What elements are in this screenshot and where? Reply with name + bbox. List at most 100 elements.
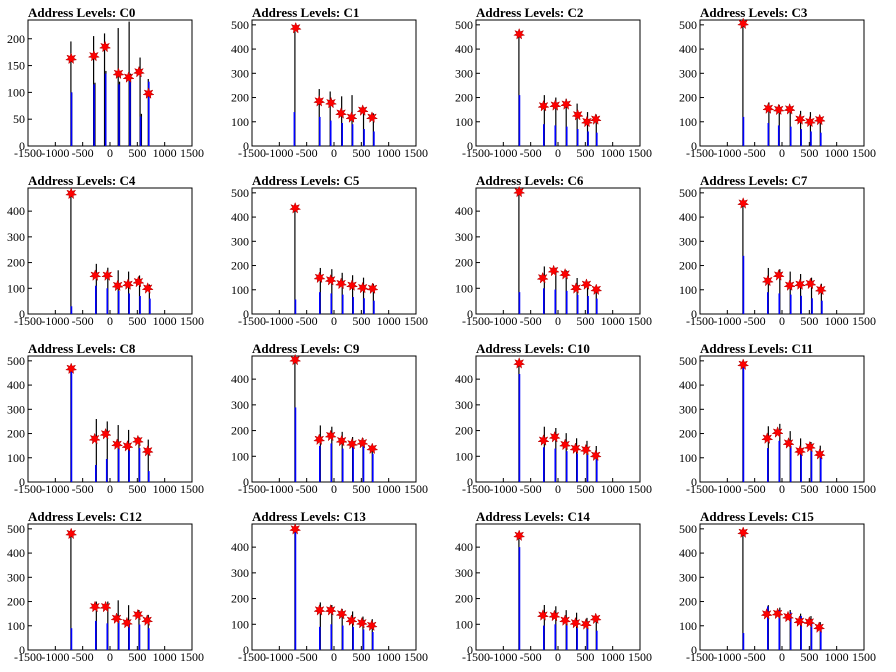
y-tick-label: 300 xyxy=(679,570,697,584)
x-tick-label: -1000 xyxy=(713,482,741,496)
chart-title: Address Levels: C7 xyxy=(700,173,808,188)
y-tick-label: 400 xyxy=(231,210,249,224)
x-tick-label: 500 xyxy=(128,482,146,496)
y-tick-label: 300 xyxy=(679,66,697,80)
chart-title: Address Levels: C9 xyxy=(252,341,360,356)
chart-panel: Address Levels: C13 -1500 -1000 -500 0 500 100… xyxy=(224,504,448,672)
x-tick-label: 1000 xyxy=(377,146,401,160)
x-tick-label: -1500 xyxy=(686,146,714,160)
x-tick-label: 500 xyxy=(352,650,370,664)
y-tick-label: 400 xyxy=(7,378,25,392)
y-tick-label: 0 xyxy=(467,643,473,657)
x-tick-label: 0 xyxy=(779,146,785,160)
y-tick-label: 300 xyxy=(231,566,249,580)
x-tick-label: 1500 xyxy=(628,314,652,328)
peak-marker xyxy=(737,197,750,209)
peak-marker xyxy=(324,96,338,109)
chart-svg: Address Levels: C14 -1500 -1000 -500 0 500 100… xyxy=(455,509,652,664)
peak-marker xyxy=(313,433,326,446)
peak-marker xyxy=(132,65,146,78)
x-tick-label: 500 xyxy=(352,482,370,496)
peak-marker xyxy=(355,616,368,629)
y-tick-label: 200 xyxy=(455,592,473,606)
x-tick-label: 1000 xyxy=(601,146,625,160)
y-tick-label: 400 xyxy=(231,540,249,554)
y-tick-label: 200 xyxy=(679,427,697,441)
plot-frame xyxy=(27,523,193,651)
peak-marker xyxy=(141,614,154,627)
x-tick-label: -500 xyxy=(72,146,94,160)
y-tick-label: 0 xyxy=(691,475,697,489)
plot-frame xyxy=(475,355,641,483)
peak-marker xyxy=(813,447,826,460)
y-tick-label: 100 xyxy=(7,85,25,99)
peak-marker xyxy=(289,522,302,535)
chart-svg: Address Levels: C9-1500 -1000 -500 0 500 1000… xyxy=(231,341,428,496)
x-tick-label: 0 xyxy=(779,314,785,328)
y-tick-label: 400 xyxy=(455,42,473,56)
y-tick-label: 100 xyxy=(455,617,473,631)
y-tick-label: 500 xyxy=(679,186,697,200)
peak-marker xyxy=(345,111,358,124)
y-tick-label: 300 xyxy=(455,66,473,80)
x-tick-label: -1500 xyxy=(462,650,490,664)
peak-marker xyxy=(142,87,155,100)
chart-title: Address Levels: C0 xyxy=(28,5,135,20)
y-tick-label: 100 xyxy=(231,617,249,631)
y-tick-label: 400 xyxy=(679,378,697,392)
x-tick-label: 1000 xyxy=(825,482,849,496)
x-tick-label: -500 xyxy=(520,650,542,664)
x-tick-label: 1000 xyxy=(825,314,849,328)
x-tick-label: 1500 xyxy=(180,482,204,496)
x-tick-label: 500 xyxy=(128,314,146,328)
chart-title: Address Levels: C14 xyxy=(476,509,590,524)
y-tick-label: 0 xyxy=(19,475,25,489)
peak-marker xyxy=(313,271,326,284)
peak-marker xyxy=(589,113,602,125)
peak-marker xyxy=(569,616,582,629)
peak-marker xyxy=(536,271,549,284)
peak-marker xyxy=(98,40,112,53)
peak-marker xyxy=(737,17,750,30)
y-tick-label: 0 xyxy=(19,643,25,657)
y-tick-label: 0 xyxy=(19,139,25,153)
peak-marker xyxy=(121,278,135,291)
y-tick-label: 500 xyxy=(679,522,697,536)
plot-frame xyxy=(475,19,641,147)
chart-panel: Address Levels: C6 -1500 -1000 -500 0 500 1000… xyxy=(448,168,672,336)
x-tick-label: 0 xyxy=(779,482,785,496)
peak-marker xyxy=(737,526,750,539)
peak-marker xyxy=(579,618,592,630)
x-tick-label: 500 xyxy=(576,482,594,496)
peak-marker xyxy=(547,264,560,277)
x-tick-label: -1500 xyxy=(686,650,714,664)
chart-panel: Address Levels: C5 -1500 -1000 -500 0 500 1000… xyxy=(224,168,448,336)
y-tick-label: 100 xyxy=(679,619,697,633)
peak-marker xyxy=(356,104,369,117)
y-tick-label: 200 xyxy=(231,259,249,273)
peak-marker xyxy=(761,432,774,445)
x-tick-label: -1500 xyxy=(686,314,714,328)
y-tick-label: 100 xyxy=(7,619,25,633)
peak-marker xyxy=(580,278,593,291)
plot-frame xyxy=(475,523,641,651)
chart-svg: Address Levels: C6-1500 -1000 -500 0 500 1000… xyxy=(455,173,652,328)
x-tick-label: 1500 xyxy=(852,314,876,328)
chart-panel: Address Levels: C14 -1500 -1000 -500 0 500 100… xyxy=(448,504,672,672)
y-tick-label: 400 xyxy=(7,204,25,218)
peak-marker xyxy=(111,438,124,451)
y-tick-label: 200 xyxy=(231,592,249,606)
chart-svg: Address Levels: C10 -1500 -1000 -500 0 500 100… xyxy=(455,341,652,496)
peak-marker xyxy=(513,27,526,40)
plot-frame xyxy=(27,187,193,315)
x-tick-label: 1500 xyxy=(404,146,428,160)
y-tick-label: 200 xyxy=(7,427,25,441)
peak-marker xyxy=(781,610,795,623)
peak-marker xyxy=(88,432,101,445)
peak-marker xyxy=(803,115,816,128)
x-tick-label: -1000 xyxy=(489,482,517,496)
peak-marker xyxy=(760,607,773,620)
x-tick-label: -1000 xyxy=(265,482,293,496)
x-tick-label: 500 xyxy=(800,650,818,664)
peak-marker xyxy=(101,269,114,282)
